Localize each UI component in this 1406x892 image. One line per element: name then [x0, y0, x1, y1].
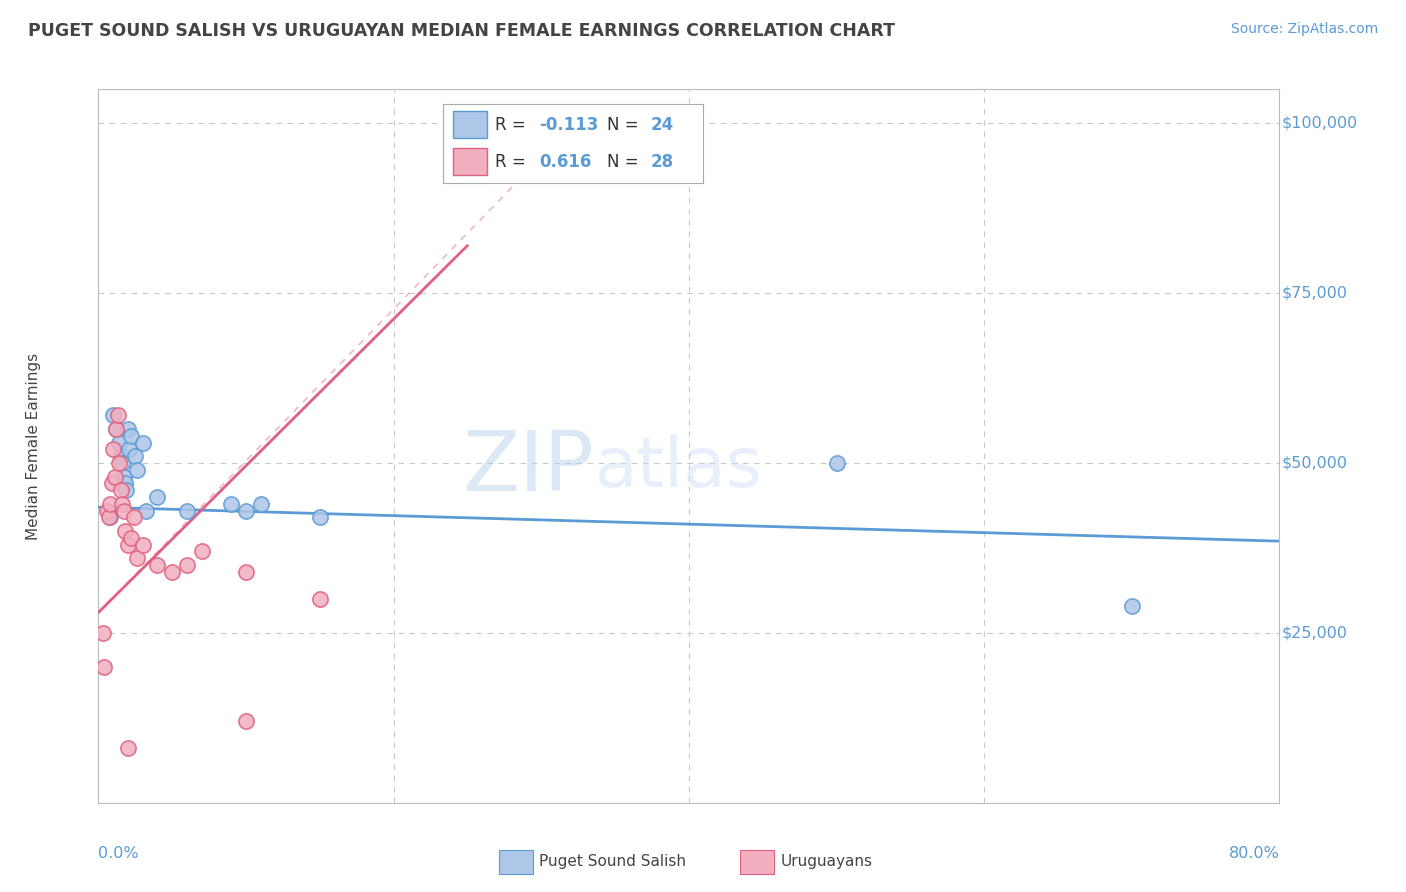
- Point: [117, 422, 139, 436]
- Point: [97, 510, 120, 524]
- Point: [104, 469, 127, 483]
- Text: 0.0%: 0.0%: [98, 846, 139, 861]
- Point: [235, 565, 257, 579]
- Point: [132, 537, 155, 551]
- Point: [309, 591, 332, 606]
- Point: [118, 442, 141, 457]
- Text: Uruguayans: Uruguayans: [780, 855, 872, 869]
- Point: [111, 497, 134, 511]
- Point: [825, 456, 848, 470]
- Point: [146, 490, 169, 504]
- Point: [235, 503, 257, 517]
- Point: [132, 435, 155, 450]
- Point: [96, 503, 118, 517]
- Text: Source: ZipAtlas.com: Source: ZipAtlas.com: [1230, 22, 1378, 37]
- Text: ZIP: ZIP: [463, 427, 595, 508]
- Point: [120, 531, 142, 545]
- Text: N =: N =: [607, 153, 644, 170]
- Text: 24: 24: [651, 116, 675, 134]
- Point: [191, 544, 214, 558]
- Text: R =: R =: [495, 153, 536, 170]
- Point: [103, 409, 125, 423]
- Point: [110, 449, 132, 463]
- Point: [115, 483, 138, 498]
- Point: [107, 409, 129, 423]
- Point: [1121, 599, 1143, 613]
- Text: PUGET SOUND SALISH VS URUGUAYAN MEDIAN FEMALE EARNINGS CORRELATION CHART: PUGET SOUND SALISH VS URUGUAYAN MEDIAN F…: [28, 22, 896, 40]
- Point: [98, 510, 121, 524]
- Point: [105, 422, 128, 436]
- Point: [108, 456, 131, 470]
- Point: [124, 449, 146, 463]
- Point: [91, 626, 114, 640]
- Text: 80.0%: 80.0%: [1229, 846, 1279, 861]
- Text: N =: N =: [607, 116, 644, 134]
- Text: $100,000: $100,000: [1282, 116, 1358, 131]
- Point: [112, 503, 135, 517]
- Point: [125, 463, 148, 477]
- Point: [108, 435, 131, 450]
- Bar: [453, 112, 486, 138]
- Point: [117, 537, 139, 551]
- Text: Puget Sound Salish: Puget Sound Salish: [538, 855, 686, 869]
- Text: 28: 28: [651, 153, 673, 170]
- Point: [309, 510, 332, 524]
- Text: -0.113: -0.113: [538, 116, 599, 134]
- Point: [111, 456, 134, 470]
- Point: [120, 429, 142, 443]
- Point: [98, 497, 121, 511]
- Text: R =: R =: [495, 116, 531, 134]
- Point: [235, 714, 257, 729]
- Point: [100, 476, 122, 491]
- Bar: [740, 850, 775, 873]
- Text: Median Female Earnings: Median Female Earnings: [25, 352, 41, 540]
- Point: [103, 442, 125, 457]
- Text: $25,000: $25,000: [1282, 625, 1348, 640]
- Point: [114, 524, 136, 538]
- Point: [176, 558, 198, 572]
- Point: [176, 503, 198, 517]
- Text: $50,000: $50,000: [1282, 456, 1348, 470]
- Text: atlas: atlas: [595, 434, 762, 501]
- Point: [219, 497, 242, 511]
- Point: [122, 510, 145, 524]
- Point: [110, 483, 132, 498]
- Bar: [499, 850, 533, 873]
- Point: [117, 741, 139, 756]
- Point: [93, 660, 115, 674]
- Point: [114, 476, 136, 491]
- Point: [125, 551, 148, 566]
- Point: [135, 503, 157, 517]
- Point: [105, 422, 128, 436]
- Point: [112, 469, 135, 483]
- Point: [250, 497, 273, 511]
- Text: 0.616: 0.616: [538, 153, 592, 170]
- Bar: [453, 148, 486, 175]
- Point: [162, 565, 183, 579]
- Text: $75,000: $75,000: [1282, 285, 1348, 301]
- Point: [146, 558, 169, 572]
